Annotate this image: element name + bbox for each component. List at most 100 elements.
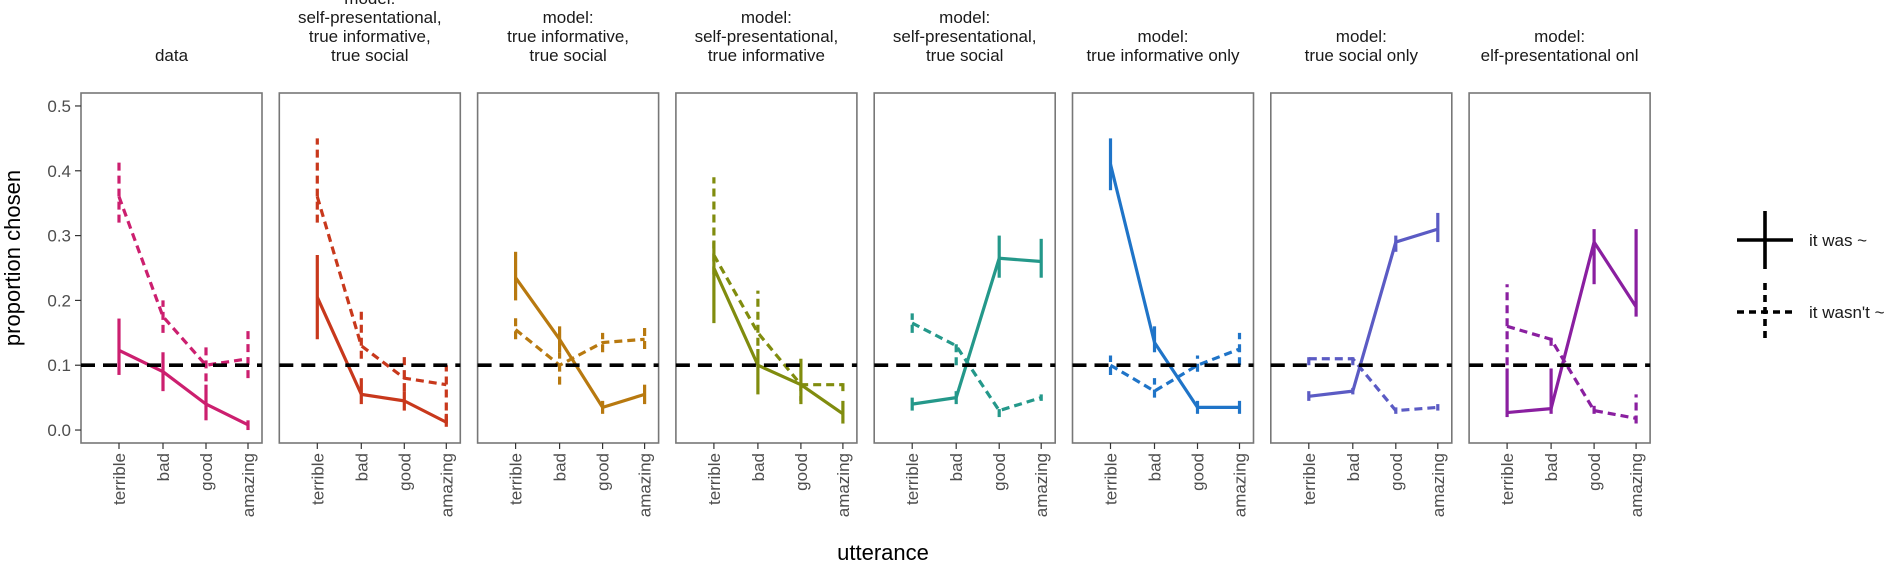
facet-title: model:: [939, 8, 990, 27]
y-axis-title: proportion chosen: [0, 170, 25, 346]
x-tick-label: terrible: [507, 453, 526, 505]
facet-title: model:: [1534, 27, 1585, 46]
x-tick-label: good: [1585, 453, 1604, 491]
series-it-was: [910, 235, 1043, 411]
series-it-wasnt: [1307, 352, 1440, 414]
x-tick-label: bad: [947, 453, 966, 481]
panel-border: [1270, 92, 1453, 444]
x-tick-label: good: [395, 453, 414, 491]
x-tick-label: amazing: [834, 453, 853, 517]
panel-border: [675, 92, 858, 444]
x-tick-label: amazing: [1429, 453, 1448, 517]
series-it-wasnt: [910, 313, 1043, 418]
facet-title: elf-presentational onl: [1481, 46, 1639, 65]
series-it-wasnt: [712, 177, 845, 405]
series-line: [315, 196, 447, 387]
series-line: [514, 328, 645, 367]
series-line: [118, 348, 249, 427]
x-tick-label: bad: [154, 453, 173, 481]
y-tick-label: 0.4: [47, 162, 71, 181]
facet-title: true informative: [708, 46, 825, 65]
series-line: [315, 296, 448, 424]
panel-border: [476, 92, 660, 444]
facet-panel: model:true informative only terrible bad go…: [1071, 27, 1255, 517]
x-tick-label: amazing: [1231, 453, 1250, 517]
facet-title: true social: [926, 46, 1003, 65]
series-line: [1308, 227, 1439, 398]
series-it-wasnt: [1505, 284, 1638, 424]
series-it-was: [513, 251, 647, 414]
facet-title: data: [155, 46, 189, 65]
series-line: [911, 321, 1042, 413]
x-tick-label: amazing: [636, 453, 655, 517]
x-tick-label: good: [792, 453, 811, 491]
panel-border: [1071, 92, 1255, 444]
legend-entry: it was ~: [1737, 211, 1867, 269]
facet-title: true social only: [1305, 46, 1419, 65]
facet-title: true informative,: [507, 27, 629, 46]
panels-layer: dataterriblebadgoodamazingmodel:self-pre…: [80, 0, 1651, 517]
x-tick-label: bad: [551, 453, 570, 481]
series-it-was: [117, 318, 250, 431]
facet-title: model:: [1137, 27, 1188, 46]
facet-title: model:: [1336, 27, 1387, 46]
facet-panel: model:self-presentational,true social ter…: [873, 8, 1057, 517]
series-line: [514, 276, 646, 409]
series-it-wasnt: [117, 157, 250, 382]
series-it-wasnt: [1108, 332, 1242, 398]
series-line: [1308, 357, 1438, 413]
facet-title: model:: [741, 8, 792, 27]
facet-title: model:: [543, 8, 594, 27]
x-tick-label: terrible: [110, 453, 129, 505]
x-tick-label: terrible: [1498, 453, 1517, 505]
series-line: [1108, 163, 1240, 409]
y-tick-label: 0.1: [47, 356, 71, 375]
legend: it was ~ it wasn't ~: [1737, 211, 1885, 341]
facet-title: true informative,: [309, 27, 431, 46]
series-it-was: [1505, 229, 1638, 418]
series-line: [712, 254, 843, 387]
facet-title: model:: [344, 0, 395, 8]
x-tick-label: bad: [749, 453, 768, 481]
x-tick-label: terrible: [1300, 453, 1319, 505]
facet-title: true informative only: [1086, 46, 1240, 65]
x-tick-label: terrible: [903, 453, 922, 505]
facet-panel: data terrible bad good amazing: [80, 46, 263, 517]
series-it-was: [1108, 138, 1242, 414]
x-tick-label: bad: [352, 453, 371, 481]
x-tick-label: amazing: [1627, 453, 1646, 517]
panel-border: [873, 92, 1057, 444]
x-axis-title: utterance: [837, 540, 929, 563]
x-tick-label: good: [1189, 453, 1208, 491]
y-axis: 0.0 0.1 0.2 0.3 0.4 0.5: [47, 97, 81, 440]
series-line: [117, 196, 249, 367]
x-tick-label: terrible: [308, 453, 327, 505]
x-tick-label: bad: [1542, 453, 1561, 481]
x-tick-label: bad: [1146, 453, 1165, 481]
x-tick-label: bad: [1344, 453, 1363, 481]
series-it-wasnt: [315, 138, 448, 424]
series-line: [1506, 324, 1637, 420]
y-tick-label: 0.0: [47, 421, 71, 440]
facet-panel: model:self-presentational,true informati…: [278, 0, 462, 517]
facet-panel: model:true informative,true social terrib…: [476, 8, 660, 517]
series-line: [1506, 240, 1638, 415]
series-line: [1109, 347, 1241, 393]
series-line: [911, 256, 1042, 406]
x-tick-label: amazing: [1032, 453, 1051, 517]
x-tick-label: good: [594, 453, 613, 491]
x-tick-label: amazing: [239, 453, 258, 517]
facet-panel: model:self-presentational,true informati…: [675, 8, 858, 517]
x-tick-label: good: [197, 453, 216, 491]
legend-entry: it wasn't ~: [1737, 283, 1885, 341]
facet-title: self-presentational,: [893, 27, 1037, 46]
facet-title: self-presentational,: [298, 8, 442, 27]
x-tick-label: good: [990, 453, 1009, 491]
x-tick-label: terrible: [705, 453, 724, 505]
series-it-wasnt: [513, 316, 647, 385]
series-it-was: [1307, 212, 1440, 401]
panel-border: [80, 92, 263, 444]
legend-label: it was ~: [1809, 231, 1867, 250]
facet-title: true social: [331, 46, 408, 65]
